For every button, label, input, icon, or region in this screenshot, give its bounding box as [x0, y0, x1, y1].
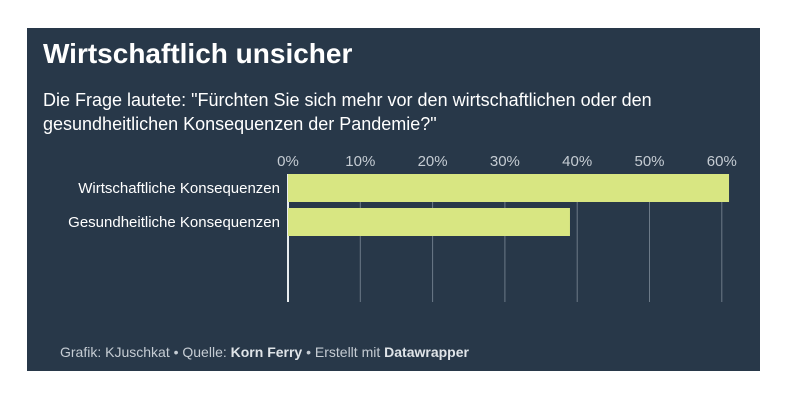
- x-tick-label: 20%: [418, 153, 448, 170]
- x-tick-label: 50%: [634, 153, 664, 170]
- footer-tool[interactable]: Datawrapper: [384, 344, 469, 360]
- footer-credit: Grafik: KJuschkat: [60, 344, 170, 360]
- x-tick-label: 30%: [490, 153, 520, 170]
- footer: Grafik: KJuschkat • Quelle: Korn Ferry •…: [60, 344, 469, 360]
- x-tick-label: 40%: [562, 153, 592, 170]
- bar-chart: 0% 10% 20% 30% 40% 50% 60% Wirtschaftliche Kons…: [68, 153, 737, 302]
- footer-source[interactable]: Korn Ferry: [230, 344, 303, 360]
- category-label: Gesundheitliche Konsequenzen: [68, 214, 280, 231]
- x-tick-label: 0%: [277, 153, 299, 170]
- chart-title: Wirtschaftlich unsicher: [43, 38, 353, 69]
- x-tick-label: 60%: [707, 153, 737, 170]
- bar: [288, 174, 730, 202]
- footer-separator: • Erstellt mit: [302, 344, 385, 360]
- x-tick-label: 10%: [345, 153, 375, 170]
- category-label: Wirtschaftliche Konsequenzen: [78, 180, 280, 197]
- chart-subtitle: Die Frage lautete: "Fürchten Sie sich me…: [43, 90, 652, 134]
- bar: [288, 208, 570, 236]
- footer-separator: • Quelle:: [169, 344, 231, 360]
- chart-panel: Wirtschaftlich unsicher Die Frage lautet…: [27, 28, 760, 371]
